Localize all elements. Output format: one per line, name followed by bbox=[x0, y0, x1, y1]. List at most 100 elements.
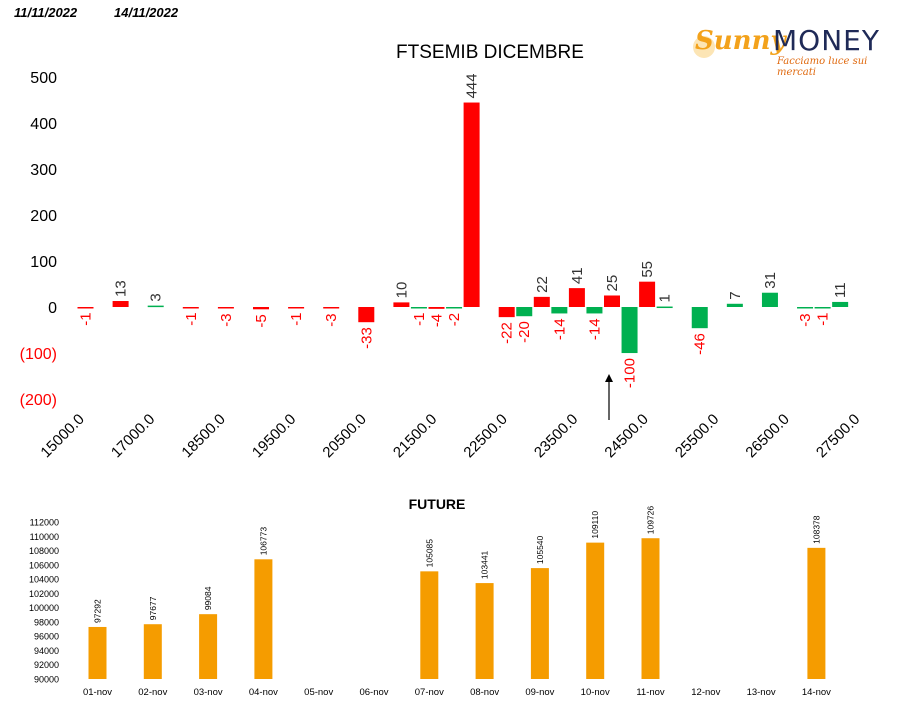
data-label: 41 bbox=[569, 267, 586, 284]
data-label: -5 bbox=[253, 314, 270, 327]
future-x-tick: 10-nov bbox=[581, 687, 610, 698]
future-x-tick: 14-nov bbox=[802, 687, 831, 698]
future-data-label: 103441 bbox=[480, 550, 490, 579]
data-label: -20 bbox=[516, 321, 533, 343]
logo-money-text: MONEY bbox=[773, 24, 880, 57]
data-label: -3 bbox=[797, 313, 814, 326]
sun-icon bbox=[693, 36, 715, 58]
bar bbox=[639, 281, 656, 307]
data-label: 22 bbox=[534, 276, 551, 293]
future-y-tick: 100000 bbox=[29, 603, 59, 613]
future-x-tick: 12-nov bbox=[691, 687, 720, 698]
future-y-tick: 96000 bbox=[34, 632, 59, 642]
bar bbox=[428, 307, 445, 309]
options-chart: FTSEMIB DICEMBRE 500 400 300 200 100 0 (100) (20… bbox=[20, 42, 864, 461]
bar bbox=[446, 307, 463, 309]
bar bbox=[761, 292, 778, 307]
bar bbox=[656, 306, 673, 309]
bar bbox=[358, 307, 375, 323]
data-label: -14 bbox=[586, 318, 603, 340]
future-bar bbox=[475, 583, 494, 679]
logo-tagline: Facciamo luce sui mercati bbox=[777, 56, 868, 78]
data-label: 1 bbox=[657, 294, 674, 302]
bar bbox=[253, 307, 269, 310]
bar bbox=[288, 307, 305, 309]
future-y-tick: 94000 bbox=[34, 646, 59, 656]
future-x-tick: 05-nov bbox=[304, 687, 333, 698]
y-tick-label: 500 bbox=[30, 70, 57, 87]
future-y-tick: 92000 bbox=[34, 660, 59, 670]
bar bbox=[586, 307, 603, 314]
bar bbox=[726, 303, 743, 307]
y-tick-label: (100) bbox=[20, 346, 57, 363]
y-tick-label: 200 bbox=[30, 208, 57, 225]
data-label: -1 bbox=[411, 312, 428, 325]
data-label: 3 bbox=[148, 293, 165, 301]
future-data-label: 109110 bbox=[590, 511, 600, 539]
data-label: -1 bbox=[288, 312, 305, 325]
data-label: -46 bbox=[692, 333, 709, 355]
future-y-tick: 112000 bbox=[30, 518, 59, 528]
future-y-tick: 90000 bbox=[34, 675, 59, 685]
data-label: -3 bbox=[218, 313, 235, 326]
bar bbox=[516, 307, 533, 317]
future-data-label: 97677 bbox=[148, 596, 158, 620]
future-x-tick: 06-nov bbox=[359, 687, 388, 698]
data-label: -1 bbox=[78, 312, 95, 325]
future-x-tick: 01-nov bbox=[83, 687, 112, 698]
bar bbox=[463, 102, 480, 308]
future-bar bbox=[420, 571, 439, 679]
annotation-arrow-head bbox=[605, 374, 613, 382]
future-x-tick: 08-nov bbox=[470, 687, 499, 698]
future-y-tick: 108000 bbox=[29, 546, 59, 556]
future-y-tick: 106000 bbox=[29, 560, 59, 570]
y-tick-label: 100 bbox=[30, 254, 57, 271]
data-label: 11 bbox=[832, 282, 849, 298]
future-data-label: 99084 bbox=[203, 586, 213, 610]
sunny-money-logo: Sunny MONEY Facciamo luce sui mercati bbox=[693, 24, 898, 78]
future-x-tick: 02-nov bbox=[138, 687, 167, 698]
future-data-label: 97292 bbox=[93, 599, 103, 623]
y-tick-label: 400 bbox=[30, 116, 57, 133]
future-bar bbox=[807, 547, 826, 679]
future-bar bbox=[530, 568, 549, 679]
data-label: -22 bbox=[499, 322, 516, 344]
bar bbox=[797, 307, 814, 309]
bar bbox=[498, 307, 515, 318]
data-label: -14 bbox=[551, 318, 568, 340]
chart-title: FTSEMIB DICEMBRE bbox=[396, 42, 584, 63]
y-tick-label: 300 bbox=[30, 162, 57, 179]
bar bbox=[604, 295, 620, 307]
future-x-tick: 11-nov bbox=[636, 687, 665, 698]
data-label: -33 bbox=[358, 327, 375, 349]
y-tick-label: (200) bbox=[20, 392, 57, 409]
data-label: 444 bbox=[464, 74, 481, 99]
bar bbox=[393, 302, 410, 307]
data-label: -1 bbox=[815, 312, 832, 325]
future-title: FUTURE bbox=[409, 496, 466, 512]
future-bar bbox=[641, 538, 660, 679]
bar bbox=[410, 307, 427, 309]
future-data-label: 109726 bbox=[646, 506, 656, 535]
data-label: 55 bbox=[639, 261, 656, 278]
future-data-label: 106773 bbox=[258, 527, 268, 556]
future-bar bbox=[143, 624, 162, 679]
bar bbox=[217, 307, 234, 309]
future-bar bbox=[254, 559, 273, 679]
future-bar bbox=[88, 626, 107, 679]
bar bbox=[691, 307, 708, 329]
bar bbox=[182, 307, 199, 309]
future-y-tick: 104000 bbox=[29, 575, 59, 585]
data-label: -100 bbox=[622, 358, 639, 388]
logo-sunny-text: Sunny bbox=[695, 26, 786, 56]
bar bbox=[147, 305, 164, 308]
bar bbox=[323, 307, 340, 309]
future-x-tick: 09-nov bbox=[525, 687, 554, 698]
data-label: 7 bbox=[727, 291, 744, 299]
y-tick-label: 0 bbox=[48, 300, 57, 317]
bar bbox=[77, 307, 94, 309]
future-x-tick: 03-nov bbox=[194, 687, 223, 698]
bar bbox=[832, 301, 849, 307]
end-date: 14/11/2022 bbox=[114, 5, 179, 20]
